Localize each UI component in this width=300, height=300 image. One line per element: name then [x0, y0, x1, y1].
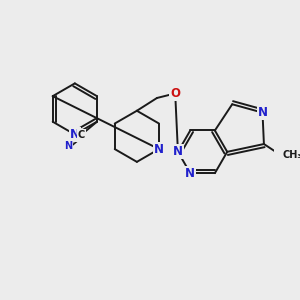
Text: CH₃: CH₃ [283, 150, 300, 160]
Text: N: N [70, 128, 80, 141]
Text: N: N [173, 145, 183, 158]
Text: N: N [154, 142, 164, 156]
Text: N: N [64, 141, 72, 151]
Text: C: C [78, 130, 85, 140]
Text: O: O [170, 87, 180, 100]
Text: N: N [185, 167, 195, 180]
Text: N: N [257, 106, 268, 119]
